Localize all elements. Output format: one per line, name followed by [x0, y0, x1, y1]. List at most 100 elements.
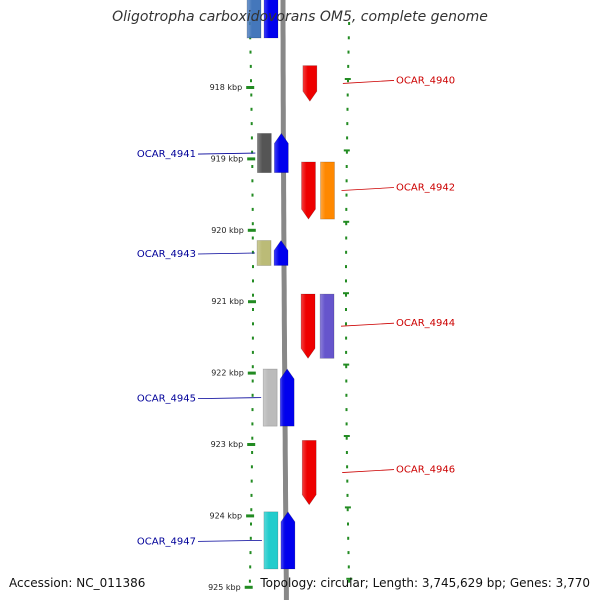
gene-label-line	[342, 469, 395, 473]
ruler-dot	[346, 107, 349, 111]
ruler-dot	[251, 236, 254, 240]
ruler-tick	[246, 86, 255, 89]
ruler-dot	[345, 408, 348, 412]
gene-label-line	[197, 539, 262, 542]
ruler-dot	[347, 79, 349, 83]
page-title: Oligotropha carboxidovorans OM5, complet…	[112, 9, 488, 25]
ruler-tick	[247, 371, 256, 375]
ruler-dot	[250, 107, 253, 111]
gene-label: OCAR_4940	[396, 75, 455, 86]
ruler-dot	[251, 350, 254, 354]
ruler-dot	[345, 250, 348, 254]
ruler-dot	[252, 293, 254, 297]
ruler-dot	[347, 565, 350, 569]
ruler-dot	[251, 250, 254, 254]
ruler-tick-label: 919 kbp	[211, 154, 244, 163]
ruler-dot	[248, 579, 251, 583]
ruler-dot	[347, 522, 349, 526]
ruler-tick-outer	[343, 149, 350, 152]
ruler-dot	[252, 265, 254, 269]
ruler-dot	[251, 436, 254, 440]
ruler-tick	[248, 300, 256, 304]
gene-label: OCAR_4943	[137, 249, 196, 260]
ruler-dot	[345, 322, 347, 326]
ruler-tick-label: 920 kbp	[211, 226, 244, 235]
ruler-tick-label: 924 kbp	[209, 511, 242, 520]
ruler-dot	[348, 22, 351, 25]
ruler-dot	[251, 193, 254, 197]
ruler-tick	[246, 514, 255, 518]
ruler-dot	[345, 193, 348, 197]
ruler-dot	[348, 579, 351, 583]
ruler-dot	[251, 393, 254, 397]
accession-text: Accession: NC_011386	[9, 576, 146, 590]
ruler-tick-outer	[346, 577, 353, 580]
ruler-dot	[347, 50, 350, 54]
reverse-gene-arrow	[274, 132, 289, 173]
backbone-arc	[280, 0, 289, 600]
ruler-dot	[345, 393, 348, 397]
ruler-dot	[345, 308, 347, 311]
ruler-dot	[347, 36, 350, 40]
ruler-tick-label: 923 kbp	[211, 440, 244, 449]
gene-label: OCAR_4945	[137, 394, 196, 405]
ruler-dot	[345, 379, 348, 383]
forward-gene-arrow	[301, 161, 316, 220]
ruler-dot	[345, 222, 348, 226]
ruler-dot	[345, 207, 348, 211]
ruler-dot	[346, 93, 349, 97]
reverse-gene-arrow	[279, 368, 295, 427]
outer-ruler-track	[345, 22, 351, 583]
ruler-dot	[250, 79, 252, 83]
ruler-tick-outer	[344, 78, 351, 80]
gene-label: OCAR_4947	[137, 536, 196, 547]
ruler-dot	[251, 379, 254, 383]
ruler-tick-outer	[343, 292, 349, 295]
forward-gene-arrow	[302, 65, 318, 102]
gene-label-line	[197, 152, 256, 155]
ruler-tick-label: 922 kbp	[211, 369, 244, 378]
cog-box	[257, 133, 272, 173]
cog-box	[319, 293, 335, 359]
ruler-tick	[244, 585, 253, 589]
ruler-dot	[251, 222, 254, 226]
reverse-gene-arrow	[273, 239, 289, 266]
cog-box	[246, 0, 262, 39]
ruler-dot	[345, 293, 347, 297]
ruler-tick	[247, 157, 256, 161]
ruler-dot	[347, 64, 350, 68]
ruler-dot	[251, 179, 254, 183]
gene-label-line	[342, 80, 395, 84]
ruler-dot	[251, 451, 254, 454]
ruler-dot	[345, 451, 348, 454]
ruler-dot	[347, 536, 350, 540]
ruler-dot	[251, 365, 254, 369]
ruler-dot	[249, 64, 252, 68]
ruler-dot	[346, 465, 349, 469]
reverse-gene-arrow	[280, 511, 296, 570]
ruler-dot	[346, 508, 349, 512]
ruler-tick	[247, 443, 256, 446]
inner-ruler-track	[248, 22, 254, 583]
ruler-dot	[251, 165, 254, 168]
ruler-dot	[249, 50, 252, 54]
ruler-dot	[251, 422, 254, 426]
gene-label: OCAR_4941	[137, 149, 196, 160]
ruler-dot	[345, 165, 348, 168]
ruler-dot	[252, 308, 254, 311]
ruler-dot	[250, 136, 253, 140]
cog-box	[263, 511, 279, 570]
ruler-dot	[249, 565, 252, 569]
ruler-dot	[345, 422, 348, 426]
ruler-tick-outer	[343, 220, 350, 223]
ruler-dot	[345, 336, 348, 340]
ruler-dot	[252, 322, 254, 326]
ruler-tick-outer	[344, 506, 351, 509]
ruler-dot	[249, 551, 252, 555]
ruler-dot	[347, 551, 350, 555]
ruler-dot	[250, 508, 253, 512]
ruler-dot	[346, 493, 349, 497]
ruler-dot	[250, 479, 253, 483]
gene-label-line	[197, 252, 256, 255]
